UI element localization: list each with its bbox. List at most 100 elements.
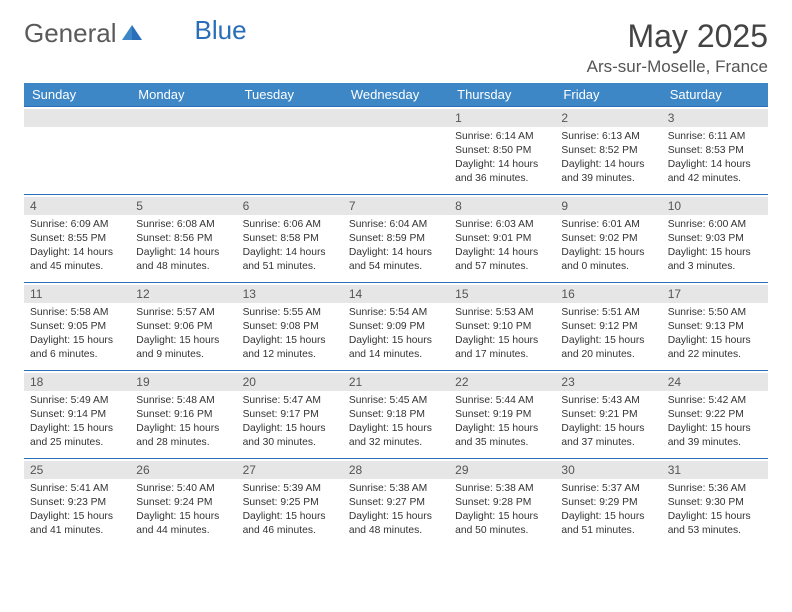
calendar-cell: 12 Sunrise: 5:57 AMSunset: 9:06 PMDayligh…	[130, 282, 236, 370]
day-number: 27	[237, 461, 343, 479]
day-info: Sunrise: 5:55 AMSunset: 9:08 PMDaylight:…	[243, 306, 337, 362]
day-info: Sunrise: 6:13 AMSunset: 8:52 PMDaylight:…	[561, 130, 655, 186]
day-number: 19	[130, 373, 236, 391]
calendar-cell-empty	[24, 106, 130, 194]
calendar-cell: 22 Sunrise: 5:44 AMSunset: 9:19 PMDayligh…	[449, 370, 555, 458]
day-number: 25	[24, 461, 130, 479]
title-block: May 2025 Ars-sur-Moselle, France	[587, 18, 768, 77]
day-number: 1	[449, 109, 555, 127]
day-number-empty	[343, 109, 449, 127]
day-info: Sunrise: 5:58 AMSunset: 9:05 PMDaylight:…	[30, 306, 124, 362]
calendar-cell: 13Sunrise: 5:55 AMSunset: 9:08 PMDayligh…	[237, 282, 343, 370]
calendar-cell: 15Sunrise: 5:53 AMSunset: 9:10 PMDayligh…	[449, 282, 555, 370]
calendar-cell: 30 Sunrise: 5:37 AMSunset: 9:29 PMDayligh…	[555, 458, 661, 546]
day-info: Sunrise: 5:50 AMSunset: 9:13 PMDaylight:…	[668, 306, 762, 362]
day-number: 10	[662, 197, 768, 215]
calendar-grid: 1Sunrise: 6:14 AMSunset: 8:50 PMDaylight…	[24, 106, 768, 546]
calendar-cell: 2Sunrise: 6:13 AMSunset: 8:52 PMDaylight…	[555, 106, 661, 194]
day-number: 9	[555, 197, 661, 215]
day-number-empty	[24, 109, 130, 127]
calendar-cell: 10 Sunrise: 6:00 AMSunset: 9:03 PMDayligh…	[662, 194, 768, 282]
calendar-cell: 4 Sunrise: 6:09 AMSunset: 8:55 PMDaylight…	[24, 194, 130, 282]
calendar-cell: 17 Sunrise: 5:50 AMSunset: 9:13 PMDayligh…	[662, 282, 768, 370]
calendar-cell: 1Sunrise: 6:14 AMSunset: 8:50 PMDaylight…	[449, 106, 555, 194]
month-title: May 2025	[587, 18, 768, 55]
calendar-cell-empty	[237, 106, 343, 194]
calendar-page: General Blue May 2025 Ars-sur-Moselle, F…	[0, 0, 792, 556]
calendar-cell-empty	[343, 106, 449, 194]
weekday-label: Tuesday	[237, 83, 343, 106]
calendar-cell: 29Sunrise: 5:38 AMSunset: 9:28 PMDayligh…	[449, 458, 555, 546]
day-info: Sunrise: 5:47 AMSunset: 9:17 PMDaylight:…	[243, 394, 337, 450]
calendar-cell: 19 Sunrise: 5:48 AMSunset: 9:16 PMDayligh…	[130, 370, 236, 458]
day-number: 20	[237, 373, 343, 391]
day-info: Sunrise: 5:57 AMSunset: 9:06 PMDaylight:…	[136, 306, 230, 362]
calendar-cell: 18 Sunrise: 5:49 AMSunset: 9:14 PMDayligh…	[24, 370, 130, 458]
calendar-cell: 9 Sunrise: 6:01 AMSunset: 9:02 PMDaylight…	[555, 194, 661, 282]
day-info: Sunrise: 6:11 AMSunset: 8:53 PMDaylight:…	[668, 130, 762, 186]
day-number: 21	[343, 373, 449, 391]
day-info: Sunrise: 5:36 AMSunset: 9:30 PMDaylight:…	[668, 482, 762, 538]
day-info: Sunrise: 5:49 AMSunset: 9:14 PMDaylight:…	[30, 394, 124, 450]
calendar-cell: 27 Sunrise: 5:39 AMSunset: 9:25 PMDayligh…	[237, 458, 343, 546]
calendar-cell: 3 Sunrise: 6:11 AMSunset: 8:53 PMDaylight…	[662, 106, 768, 194]
day-number: 8	[449, 197, 555, 215]
weekday-label: Sunday	[24, 83, 130, 106]
day-info: Sunrise: 6:04 AMSunset: 8:59 PMDaylight:…	[349, 218, 443, 274]
day-number: 5	[130, 197, 236, 215]
day-info: Sunrise: 5:51 AMSunset: 9:12 PMDaylight:…	[561, 306, 655, 362]
day-number: 31	[662, 461, 768, 479]
day-number-empty	[130, 109, 236, 127]
weekday-label: Thursday	[449, 83, 555, 106]
calendar-cell: 8 Sunrise: 6:03 AMSunset: 9:01 PMDaylight…	[449, 194, 555, 282]
weekday-label: Wednesday	[343, 83, 449, 106]
calendar-cell: 11 Sunrise: 5:58 AMSunset: 9:05 PMDayligh…	[24, 282, 130, 370]
day-number: 4	[24, 197, 130, 215]
day-number: 12	[130, 285, 236, 303]
day-number: 22	[449, 373, 555, 391]
day-info: Sunrise: 6:00 AMSunset: 9:03 PMDaylight:…	[668, 218, 762, 274]
day-info: Sunrise: 5:54 AMSunset: 9:09 PMDaylight:…	[349, 306, 443, 362]
day-number-empty	[237, 109, 343, 127]
logo-text-1: General	[24, 18, 117, 49]
day-info: Sunrise: 6:01 AMSunset: 9:02 PMDaylight:…	[561, 218, 655, 274]
calendar-cell: 5 Sunrise: 6:08 AMSunset: 8:56 PMDaylight…	[130, 194, 236, 282]
day-number: 30	[555, 461, 661, 479]
day-info: Sunrise: 6:08 AMSunset: 8:56 PMDaylight:…	[136, 218, 230, 274]
day-info: Sunrise: 5:41 AMSunset: 9:23 PMDaylight:…	[30, 482, 124, 538]
day-info: Sunrise: 5:53 AMSunset: 9:10 PMDaylight:…	[455, 306, 549, 362]
day-number: 17	[662, 285, 768, 303]
calendar-cell-empty	[130, 106, 236, 194]
weekday-label: Friday	[555, 83, 661, 106]
header: General Blue May 2025 Ars-sur-Moselle, F…	[24, 18, 768, 77]
calendar-cell: 28Sunrise: 5:38 AMSunset: 9:27 PMDayligh…	[343, 458, 449, 546]
day-number: 14	[343, 285, 449, 303]
day-info: Sunrise: 5:45 AMSunset: 9:18 PMDaylight:…	[349, 394, 443, 450]
day-number: 11	[24, 285, 130, 303]
logo-text-2: Blue	[195, 15, 247, 46]
calendar-cell: 6Sunrise: 6:06 AMSunset: 8:58 PMDaylight…	[237, 194, 343, 282]
day-number: 26	[130, 461, 236, 479]
day-info: Sunrise: 5:37 AMSunset: 9:29 PMDaylight:…	[561, 482, 655, 538]
calendar-cell: 16Sunrise: 5:51 AMSunset: 9:12 PMDayligh…	[555, 282, 661, 370]
day-info: Sunrise: 6:09 AMSunset: 8:55 PMDaylight:…	[30, 218, 124, 274]
day-number: 29	[449, 461, 555, 479]
day-info: Sunrise: 5:39 AMSunset: 9:25 PMDaylight:…	[243, 482, 337, 538]
day-number: 18	[24, 373, 130, 391]
weekday-label: Saturday	[662, 83, 768, 106]
day-number: 6	[237, 197, 343, 215]
day-number: 3	[662, 109, 768, 127]
calendar-cell: 20 Sunrise: 5:47 AMSunset: 9:17 PMDayligh…	[237, 370, 343, 458]
weekday-label: Monday	[130, 83, 236, 106]
day-number: 23	[555, 373, 661, 391]
logo: General Blue	[24, 18, 247, 49]
calendar-cell: 24Sunrise: 5:42 AMSunset: 9:22 PMDayligh…	[662, 370, 768, 458]
day-info: Sunrise: 6:03 AMSunset: 9:01 PMDaylight:…	[455, 218, 549, 274]
day-number: 24	[662, 373, 768, 391]
calendar-cell: 31 Sunrise: 5:36 AMSunset: 9:30 PMDayligh…	[662, 458, 768, 546]
day-info: Sunrise: 5:48 AMSunset: 9:16 PMDaylight:…	[136, 394, 230, 450]
calendar-cell: 7Sunrise: 6:04 AMSunset: 8:59 PMDaylight…	[343, 194, 449, 282]
calendar-cell: 21 Sunrise: 5:45 AMSunset: 9:18 PMDayligh…	[343, 370, 449, 458]
day-info: Sunrise: 5:38 AMSunset: 9:27 PMDaylight:…	[349, 482, 443, 538]
day-info: Sunrise: 5:44 AMSunset: 9:19 PMDaylight:…	[455, 394, 549, 450]
